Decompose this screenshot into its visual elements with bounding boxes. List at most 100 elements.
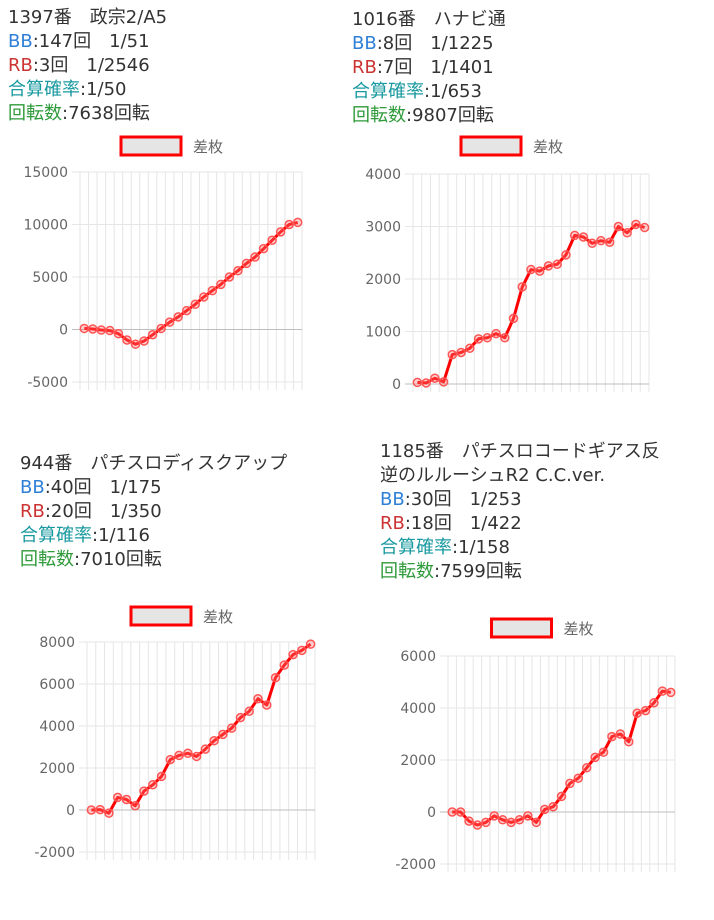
data-point[interactable]	[561, 250, 571, 260]
data-point[interactable]	[218, 729, 228, 740]
data-point[interactable]	[548, 802, 558, 812]
data-point[interactable]	[590, 752, 600, 763]
data-point[interactable]	[552, 259, 562, 270]
data-point[interactable]	[270, 672, 281, 683]
data-point[interactable]	[190, 299, 201, 310]
data-point[interactable]	[465, 343, 475, 354]
data-point[interactable]	[578, 232, 589, 242]
data-point[interactable]	[622, 228, 632, 238]
data-point[interactable]	[526, 264, 536, 275]
data-point[interactable]	[565, 778, 575, 789]
data-point[interactable]	[613, 221, 624, 232]
data-point[interactable]	[481, 817, 491, 828]
data-point[interactable]	[297, 645, 307, 656]
data-point[interactable]	[181, 305, 192, 316]
data-point[interactable]	[279, 660, 290, 670]
data-point[interactable]	[464, 816, 474, 826]
data-point[interactable]	[615, 729, 626, 739]
data-point[interactable]	[104, 808, 114, 818]
data-point[interactable]	[226, 723, 237, 733]
data-point[interactable]	[596, 235, 606, 246]
data-point[interactable]	[506, 817, 516, 828]
data-point[interactable]	[233, 265, 243, 276]
data-point[interactable]	[472, 820, 483, 830]
data-point[interactable]	[288, 649, 298, 660]
data-point[interactable]	[284, 219, 294, 230]
data-point[interactable]	[587, 238, 597, 249]
data-point[interactable]	[164, 317, 175, 327]
legend-swatch[interactable]	[459, 135, 523, 157]
data-point[interactable]	[139, 786, 149, 796]
data-point[interactable]	[657, 686, 668, 696]
data-point[interactable]	[235, 712, 246, 723]
data-point[interactable]	[305, 639, 316, 649]
data-point[interactable]	[447, 807, 457, 817]
data-point[interactable]	[95, 804, 105, 815]
legend-swatch[interactable]	[490, 617, 553, 639]
data-point[interactable]	[438, 377, 449, 387]
data-point[interactable]	[531, 817, 542, 828]
legend-swatch[interactable]	[119, 135, 183, 157]
data-point[interactable]	[122, 335, 132, 345]
data-point[interactable]	[258, 243, 269, 254]
data-point[interactable]	[183, 748, 193, 759]
data-point[interactable]	[412, 377, 423, 388]
data-point[interactable]	[292, 217, 303, 228]
data-point[interactable]	[96, 325, 107, 335]
data-point[interactable]	[121, 794, 132, 805]
data-point[interactable]	[105, 325, 115, 336]
data-point[interactable]	[607, 731, 617, 742]
data-point[interactable]	[569, 230, 580, 241]
data-point[interactable]	[666, 687, 676, 698]
data-point[interactable]	[514, 815, 525, 825]
data-point[interactable]	[631, 219, 641, 230]
data-point[interactable]	[130, 801, 140, 811]
data-point[interactable]	[430, 373, 440, 383]
data-point[interactable]	[556, 791, 567, 802]
data-point[interactable]	[534, 266, 545, 276]
data-point[interactable]	[456, 347, 466, 358]
data-point[interactable]	[489, 811, 499, 821]
data-point[interactable]	[165, 754, 176, 765]
data-point[interactable]	[173, 312, 183, 322]
data-point[interactable]	[130, 339, 141, 349]
data-point[interactable]	[275, 227, 286, 237]
data-point[interactable]	[147, 330, 158, 340]
data-point[interactable]	[244, 706, 254, 717]
data-point[interactable]	[262, 700, 272, 710]
data-point[interactable]	[148, 780, 158, 790]
data-point[interactable]	[88, 324, 98, 334]
data-point[interactable]	[139, 336, 149, 346]
data-point[interactable]	[640, 705, 651, 716]
data-point[interactable]	[598, 747, 609, 757]
data-point[interactable]	[649, 698, 659, 708]
data-point[interactable]	[199, 292, 209, 302]
data-point[interactable]	[191, 751, 202, 762]
data-point[interactable]	[216, 279, 226, 290]
data-point[interactable]	[250, 252, 260, 262]
data-point[interactable]	[573, 773, 584, 783]
data-point[interactable]	[604, 237, 615, 247]
data-point[interactable]	[497, 815, 508, 825]
data-point[interactable]	[455, 807, 466, 817]
data-point[interactable]	[156, 771, 167, 782]
data-point[interactable]	[112, 792, 123, 803]
data-point[interactable]	[241, 258, 252, 269]
data-point[interactable]	[500, 333, 510, 343]
data-point[interactable]	[224, 272, 235, 282]
data-point[interactable]	[267, 235, 277, 245]
data-point[interactable]	[113, 328, 124, 339]
data-point[interactable]	[523, 811, 533, 821]
data-point[interactable]	[543, 261, 554, 271]
data-point[interactable]	[491, 328, 501, 339]
data-point[interactable]	[482, 333, 493, 343]
data-point[interactable]	[447, 349, 458, 360]
legend-swatch[interactable]	[129, 605, 193, 627]
data-point[interactable]	[539, 804, 550, 815]
data-point[interactable]	[508, 313, 519, 324]
data-point[interactable]	[421, 378, 431, 388]
data-point[interactable]	[624, 737, 634, 747]
data-point[interactable]	[253, 693, 263, 704]
data-point[interactable]	[632, 708, 642, 718]
data-point[interactable]	[86, 805, 97, 815]
